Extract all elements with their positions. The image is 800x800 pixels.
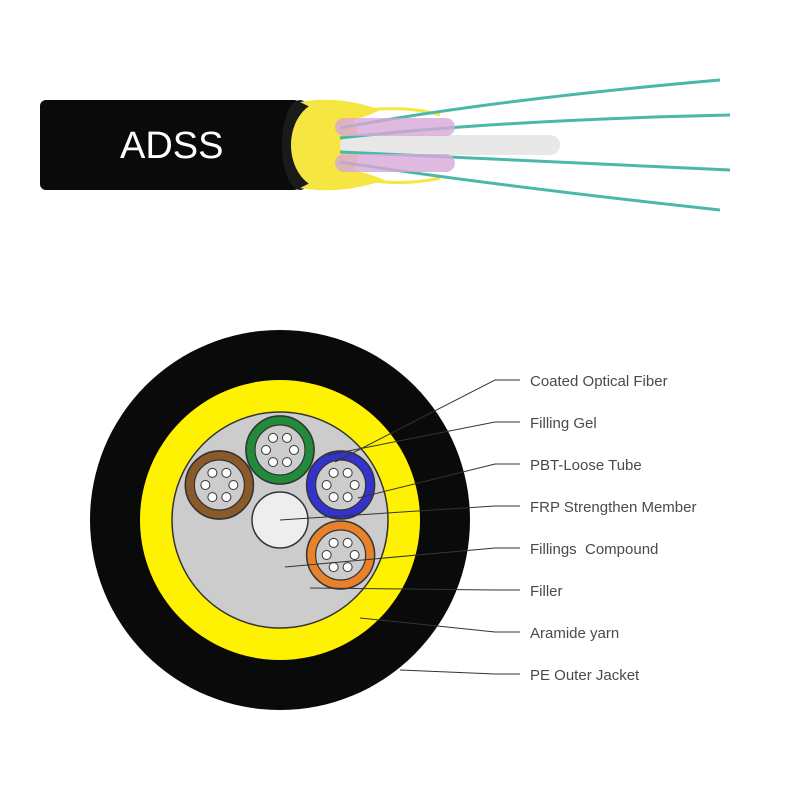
label-7: PE Outer Jacket [530, 666, 639, 686]
cable-side-view: ADSS [40, 60, 760, 240]
label-1: Filling Gel [530, 414, 597, 434]
label-5: Filler [530, 582, 563, 602]
cable-cross-section [90, 330, 470, 710]
label-4: Fillings Compound [530, 540, 658, 560]
label-6: Aramide yarn [530, 624, 619, 644]
product-label: ADSS [120, 125, 223, 167]
label-3: FRP Strengthen Member [530, 498, 696, 518]
label-0: Coated Optical Fiber [530, 372, 668, 392]
label-2: PBT-Loose Tube [530, 456, 642, 476]
